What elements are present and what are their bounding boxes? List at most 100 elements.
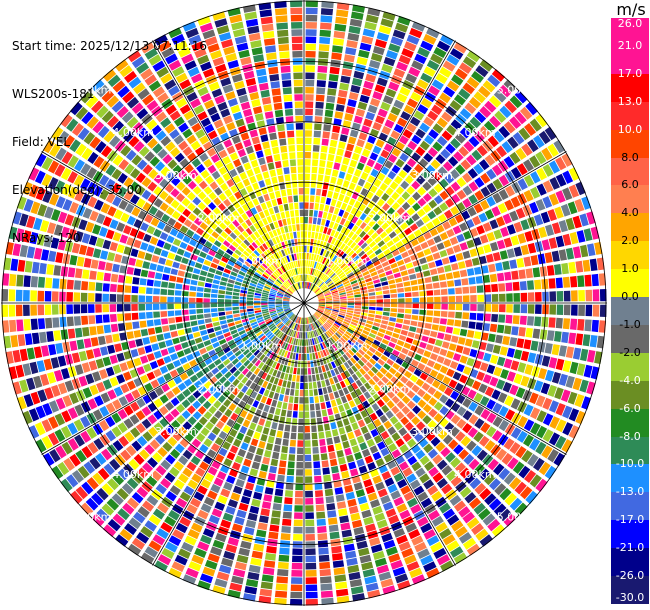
velocity-gate: [520, 292, 528, 302]
velocity-gate: [301, 346, 304, 354]
velocity-gate: [455, 345, 464, 354]
velocity-gate: [176, 350, 185, 358]
velocity-gate: [401, 237, 410, 245]
velocity-gate: [294, 276, 298, 283]
velocity-gate: [372, 214, 381, 222]
velocity-gate: [548, 278, 556, 289]
velocity-gate: [73, 280, 81, 290]
velocity-gate: [308, 253, 312, 260]
velocity-gate: [547, 384, 557, 397]
velocity-gate: [90, 337, 99, 347]
velocity-gate: [347, 431, 355, 440]
velocity-gate: [401, 191, 411, 201]
velocity-gate: [415, 146, 426, 157]
velocity-gate: [483, 352, 492, 362]
velocity-gate: [290, 285, 296, 292]
velocity-gate: [348, 400, 356, 408]
velocity-gate: [411, 384, 420, 393]
velocity-gate: [315, 195, 321, 203]
velocity-gate: [432, 171, 443, 182]
velocity-gate: [163, 372, 172, 382]
velocity-gate: [35, 439, 47, 453]
velocity-gate: [449, 494, 462, 506]
velocity-gate: [328, 81, 338, 89]
velocity-gate: [243, 458, 252, 467]
velocity-gate: [204, 282, 212, 288]
velocity-gate: [568, 408, 580, 422]
velocity-gate: [317, 336, 322, 343]
velocity-gate: [208, 385, 217, 394]
velocity-gate: [17, 334, 26, 347]
velocity-gate: [299, 274, 302, 282]
velocity-gate: [218, 294, 225, 299]
velocity-gate: [102, 216, 112, 227]
velocity-gate: [123, 190, 134, 201]
velocity-gate: [296, 346, 300, 353]
velocity-gate: [319, 160, 326, 168]
velocity-gate: [293, 79, 303, 87]
velocity-gate: [150, 217, 160, 227]
velocity-gate: [328, 283, 335, 289]
velocity-gate: [428, 397, 438, 407]
velocity-gate: [337, 358, 343, 365]
velocity-gate: [192, 233, 201, 241]
velocity-gate: [41, 156, 53, 171]
velocity-gate: [462, 198, 472, 208]
velocity-gate: [142, 462, 154, 474]
velocity-gate: [297, 317, 301, 324]
velocity-gate: [340, 253, 347, 260]
velocity-gate: [269, 406, 276, 414]
velocity-gate: [442, 534, 456, 546]
velocity-gate: [371, 244, 380, 252]
velocity-gate: [437, 429, 448, 440]
velocity-gate: [549, 304, 557, 315]
velocity-gate: [142, 261, 151, 269]
velocity-gate: [309, 324, 313, 331]
velocity-gate: [57, 211, 68, 224]
velocity-gate: [229, 428, 238, 438]
velocity-gate: [314, 203, 320, 210]
velocity-gate: [299, 404, 304, 411]
velocity-gate: [377, 380, 385, 388]
velocity-gate: [353, 115, 363, 124]
velocity-gate: [310, 323, 314, 330]
velocity-gate: [168, 85, 180, 97]
velocity-gate: [327, 385, 333, 394]
velocity-gate: [97, 125, 110, 139]
velocity-gate: [377, 358, 385, 366]
velocity-gate: [163, 224, 172, 234]
velocity-gate: [200, 61, 212, 72]
velocity-gate: [98, 419, 110, 432]
velocity-gate: [509, 477, 522, 490]
velocity-gate: [347, 32, 360, 42]
velocity-gate: [233, 228, 241, 236]
velocity-gate: [395, 357, 404, 366]
velocity-gate: [232, 422, 241, 431]
velocity-gate: [53, 265, 62, 276]
velocity-gate: [450, 457, 461, 468]
velocity-gate: [306, 346, 309, 353]
velocity-gate: [172, 238, 182, 247]
velocity-gate: [289, 314, 295, 320]
velocity-gate: [214, 578, 228, 588]
velocity-gate: [206, 449, 217, 459]
velocity-gate: [207, 327, 215, 334]
velocity-gate: [377, 424, 386, 434]
velocity-gate: [24, 333, 33, 346]
velocity-gate: [116, 294, 124, 302]
velocity-gate: [334, 443, 343, 451]
velocity-gate: [523, 174, 535, 187]
velocity-gate: [319, 395, 325, 403]
velocity-gate: [375, 458, 385, 467]
velocity-gate: [353, 482, 363, 491]
velocity-gate: [249, 319, 257, 324]
velocity-gate: [365, 237, 373, 245]
velocity-gate: [439, 202, 449, 212]
velocity-gate: [124, 163, 135, 175]
velocity-gate: [428, 85, 440, 97]
velocity-gate: [218, 311, 226, 316]
velocity-gate: [203, 438, 213, 448]
velocity-gate: [69, 255, 78, 266]
velocity-gate: [320, 350, 325, 358]
velocity-gate: [484, 440, 496, 452]
